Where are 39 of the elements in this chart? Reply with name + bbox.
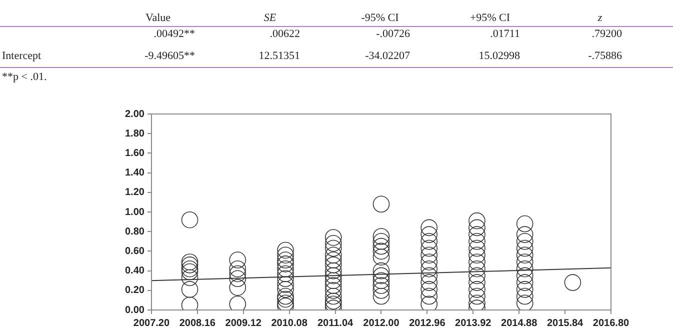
text: Intercept: [2, 50, 42, 62]
y-tick-label: 0.80: [124, 226, 145, 238]
x-tick-label: 2015.84: [546, 318, 584, 329]
x-tick-label: 2009.12: [225, 318, 262, 329]
y-tick-label: 1.20: [124, 187, 145, 198]
text: .79200: [592, 28, 622, 40]
text: SE: [264, 12, 276, 24]
y-tick-label: 0.20: [124, 285, 145, 296]
text: .01711: [490, 28, 520, 40]
text: **p < .01.: [2, 71, 47, 83]
y-tick-label: 0.00: [124, 304, 145, 316]
text: .00492**: [154, 28, 195, 40]
text: -95% CI: [361, 12, 399, 24]
y-tick-label: 1.40: [124, 168, 145, 179]
text: +95% CI: [470, 12, 510, 24]
x-tick-label: 2008.16: [179, 318, 216, 329]
x-tick-label: 2013.92: [455, 318, 492, 329]
y-tick-label: 1.80: [124, 128, 145, 140]
text: -.00726: [376, 28, 410, 40]
text: Value: [145, 12, 171, 24]
text: 12.51351: [258, 50, 300, 62]
text: -34.02207: [365, 50, 410, 62]
x-tick-label: 2010.08: [271, 318, 308, 329]
y-tick-label: 0.40: [124, 266, 145, 277]
y-tick-label: 2.00: [124, 108, 145, 120]
text: -9.49605**: [144, 50, 195, 62]
x-tick-label: 2011.04: [317, 318, 354, 329]
x-tick-label: 2012.96: [409, 318, 446, 329]
x-tick-label: 2007.20: [133, 318, 170, 329]
text: z: [598, 12, 602, 24]
text: -.75886: [588, 50, 622, 62]
x-tick-label: 2012.00: [363, 318, 400, 329]
y-tick-label: 1.00: [124, 206, 145, 218]
y-tick-label: 0.60: [124, 246, 145, 257]
text: .00622: [270, 28, 300, 40]
x-tick-label: 2014.88: [501, 318, 538, 329]
y-tick-label: 1.60: [124, 148, 145, 159]
x-tick-label: 2016.80: [592, 318, 630, 329]
text: 15.02998: [478, 50, 520, 62]
